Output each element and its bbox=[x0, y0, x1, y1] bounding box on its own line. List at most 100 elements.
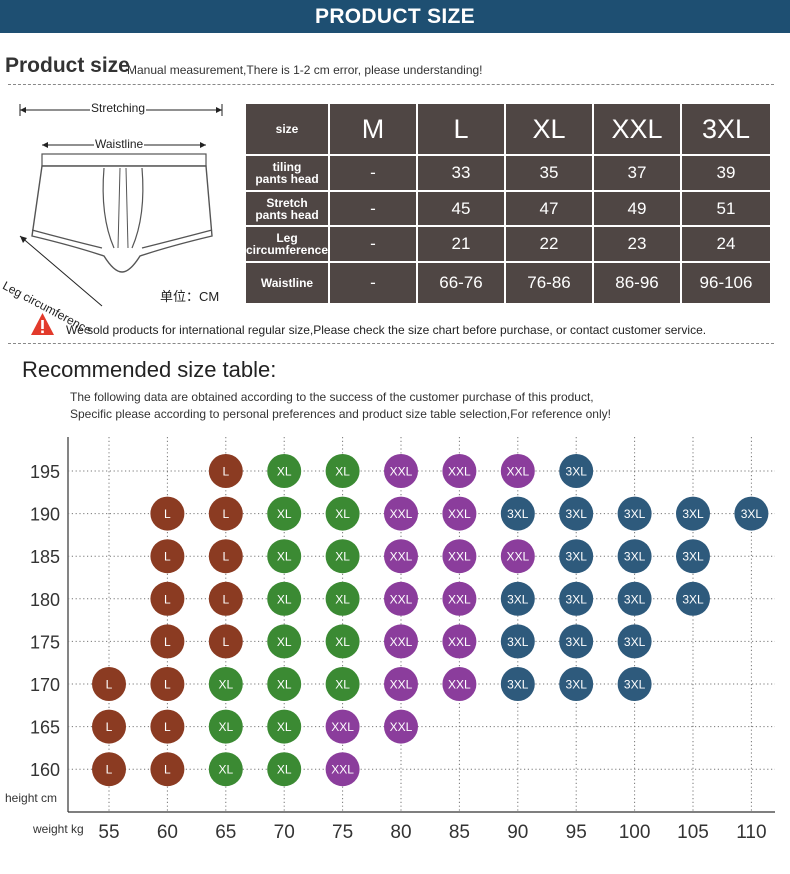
size-dot-l bbox=[150, 752, 185, 787]
row-label: Waistline bbox=[246, 263, 328, 303]
size-value: - bbox=[330, 192, 416, 225]
size-header-label: size bbox=[246, 104, 328, 154]
size-dot-xxl bbox=[384, 496, 418, 531]
size-dot-l bbox=[92, 667, 126, 701]
size-dot-label: L bbox=[222, 507, 229, 521]
size-dot-label: 3XL bbox=[566, 465, 588, 479]
size-dot-l bbox=[208, 624, 243, 659]
size-dot-xxl bbox=[384, 454, 418, 488]
size-dot-l bbox=[150, 709, 185, 744]
x-tick-label: 90 bbox=[507, 822, 528, 843]
size-dot-label: XXL bbox=[506, 550, 529, 564]
recommended-note-2: Specific please according to personal pr… bbox=[70, 407, 611, 421]
y-tick-label: 165 bbox=[30, 718, 60, 738]
size-dot-label: 3XL bbox=[682, 592, 704, 606]
size-dot-label: 3XL bbox=[682, 550, 704, 564]
size-dot-label: 3XL bbox=[566, 507, 588, 521]
size-dot-xxl bbox=[500, 539, 535, 574]
x-tick-label: 70 bbox=[274, 822, 295, 843]
size-dot-xl bbox=[267, 454, 302, 488]
page-title: PRODUCT SIZE bbox=[315, 5, 475, 28]
size-value: 24 bbox=[682, 227, 770, 261]
size-dot-l bbox=[150, 539, 185, 574]
dashed-divider-2 bbox=[8, 343, 774, 344]
size-dot-label: L bbox=[164, 507, 171, 521]
size-dot-label: XL bbox=[218, 720, 233, 734]
size-dot-label: XXL bbox=[331, 763, 354, 777]
size-dot-label: XL bbox=[335, 635, 350, 649]
size-value: - bbox=[330, 156, 416, 190]
size-value: 49 bbox=[594, 192, 680, 225]
size-header-xxl: XXL bbox=[594, 104, 680, 154]
size-dot-3xl bbox=[559, 496, 594, 531]
size-header-3xl: 3XL bbox=[682, 104, 770, 154]
size-dot-xl bbox=[267, 539, 302, 574]
size-dot-label: L bbox=[164, 592, 171, 606]
recommended-note-1: The following data are obtained accordin… bbox=[70, 390, 594, 404]
size-value: 51 bbox=[682, 192, 770, 225]
y-axis-label: height cm bbox=[5, 791, 57, 805]
size-dot-xxl bbox=[442, 667, 477, 701]
size-header-l: L bbox=[418, 104, 504, 154]
size-dot-3xl bbox=[617, 581, 652, 616]
size-value: 39 bbox=[682, 156, 770, 190]
size-dot-3xl bbox=[559, 539, 594, 574]
row-label-line: Waistline bbox=[260, 276, 314, 290]
size-dot-label: XL bbox=[335, 465, 350, 479]
row-label: tiling pants head bbox=[246, 156, 328, 190]
size-value: 33 bbox=[418, 156, 504, 190]
size-dot-label: L bbox=[222, 592, 229, 606]
size-dot-3xl bbox=[734, 496, 769, 531]
dashed-divider bbox=[8, 84, 774, 85]
size-dot-3xl bbox=[617, 539, 652, 574]
size-dot-l bbox=[150, 581, 185, 616]
size-dot-label: XXL bbox=[448, 678, 471, 692]
size-dot-label: 3XL bbox=[682, 507, 704, 521]
x-tick-label: 85 bbox=[449, 822, 470, 843]
size-dot-label: XXL bbox=[390, 465, 413, 479]
x-axis-label: weight kg bbox=[32, 822, 84, 836]
size-value: 96-106 bbox=[682, 263, 770, 303]
y-tick-label: 175 bbox=[30, 632, 60, 652]
size-dot-l bbox=[92, 709, 126, 744]
size-dot-xxl bbox=[442, 539, 477, 574]
size-dot-3xl bbox=[559, 667, 594, 701]
stretching-label: Stretching bbox=[90, 101, 147, 115]
size-dot-xxl bbox=[442, 496, 477, 531]
size-dot-label: L bbox=[106, 720, 113, 734]
size-dot-xl bbox=[208, 667, 243, 701]
size-value: 66-76 bbox=[418, 263, 504, 303]
size-dot-l bbox=[150, 624, 185, 659]
size-value: 37 bbox=[594, 156, 680, 190]
size-dot-xxl bbox=[325, 752, 360, 787]
size-dot-3xl bbox=[500, 624, 535, 659]
size-dot-xxl bbox=[384, 667, 418, 701]
size-value: 47 bbox=[506, 192, 592, 225]
x-tick-label: 110 bbox=[736, 822, 766, 843]
size-dot-3xl bbox=[500, 667, 535, 701]
size-header-m: M bbox=[330, 104, 416, 154]
underwear-diagram: Stretching Waistline Leg circumference bbox=[0, 96, 234, 337]
size-value: - bbox=[330, 227, 416, 261]
size-dot-xxl bbox=[500, 454, 535, 488]
size-dot-3xl bbox=[559, 454, 594, 488]
size-dot-xl bbox=[267, 496, 302, 531]
size-dot-label: XL bbox=[335, 550, 350, 564]
size-dot-xxl bbox=[384, 624, 418, 659]
size-dot-label: XXL bbox=[448, 465, 471, 479]
size-dot-label: L bbox=[222, 465, 229, 479]
size-dot-label: XXL bbox=[448, 550, 471, 564]
size-dot-3xl bbox=[500, 496, 535, 531]
size-dot-label: XL bbox=[277, 592, 292, 606]
size-dot-3xl bbox=[617, 624, 652, 659]
size-dot-3xl bbox=[676, 496, 710, 531]
size-dot-xxl bbox=[384, 539, 418, 574]
size-dot-xl bbox=[267, 709, 302, 744]
size-dot-xl bbox=[267, 581, 302, 616]
size-dot-label: 3XL bbox=[566, 592, 588, 606]
size-dot-label: XXL bbox=[506, 465, 529, 479]
size-dot-label: XL bbox=[277, 635, 292, 649]
size-dot-label: XL bbox=[335, 592, 350, 606]
size-dot-label: 3XL bbox=[507, 592, 529, 606]
size-dot-label: XXL bbox=[390, 592, 413, 606]
